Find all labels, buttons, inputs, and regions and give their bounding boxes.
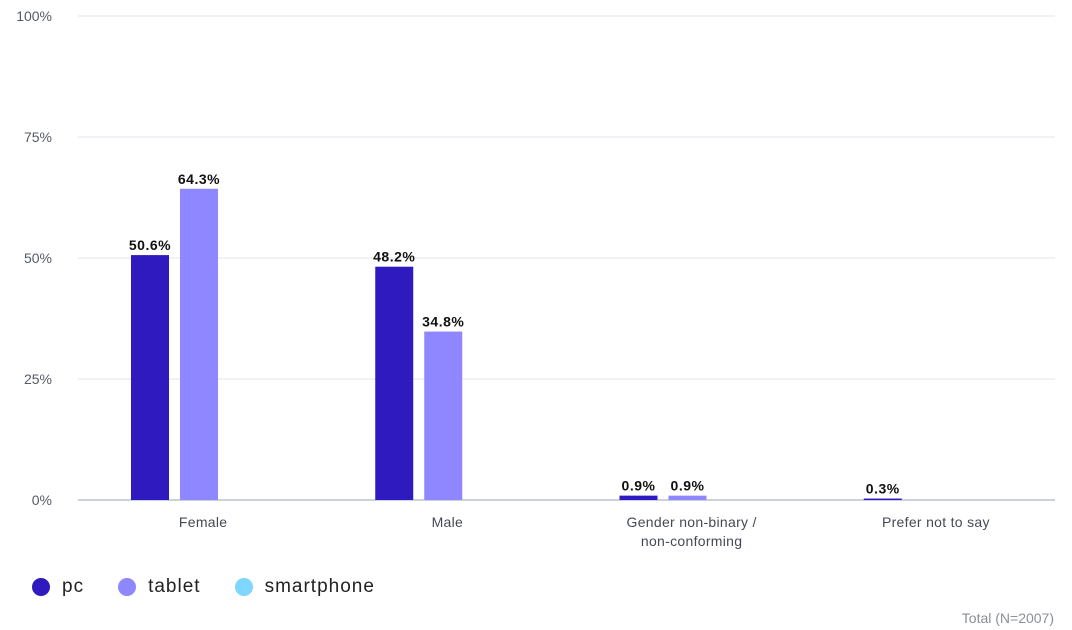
bar-tablet	[668, 495, 707, 500]
bar-pc	[619, 495, 658, 500]
bar-tablet	[180, 188, 218, 500]
y-tick-label: 50%	[24, 250, 52, 266]
data-label: 64.3%	[178, 171, 220, 187]
legend-swatch-smartphone	[234, 578, 253, 596]
data-label: 0.9%	[622, 478, 656, 494]
y-tick-label: 25%	[24, 371, 52, 387]
x-tick-label: Female	[179, 514, 227, 530]
legend-swatch-tablet	[118, 578, 137, 596]
data-label: 48.2%	[373, 249, 415, 265]
chart-plot: 0% 25% 50% 75% 100% 50.6% 64.3% Female 48.2% 34.8…	[16, 8, 1055, 549]
x-tick-label: non-conforming	[641, 533, 742, 549]
legend-item-tablet[interactable]: tablet	[118, 576, 200, 598]
legend-label-pc: pc	[62, 576, 85, 597]
legend-label-smartphone: smartphone	[264, 576, 375, 597]
x-tick-label: Male	[432, 514, 464, 530]
bar-tablet	[424, 331, 463, 500]
footnote: Total (N=2007)	[961, 610, 1054, 626]
y-tick-label: 0%	[32, 492, 52, 508]
y-tick-label: 75%	[24, 129, 52, 145]
legend-label-tablet: tablet	[148, 576, 201, 597]
data-label: 0.9%	[671, 478, 705, 494]
data-label: 0.3%	[866, 481, 900, 497]
legend-item-smartphone[interactable]: smartphone	[234, 576, 375, 598]
x-tick-label: Gender non-binary /	[627, 514, 757, 530]
legend-item-pc[interactable]: pc	[32, 576, 84, 598]
bar-pc	[375, 266, 414, 500]
legend-swatch-pc	[32, 578, 50, 596]
bar-pc	[863, 498, 902, 500]
bar-pc	[131, 255, 169, 500]
legend: pc tablet smartphone	[32, 576, 409, 598]
data-label: 34.8%	[422, 314, 464, 330]
x-tick-label: Prefer not to say	[882, 514, 990, 530]
data-label: 50.6%	[129, 237, 171, 253]
y-tick-label: 100%	[16, 8, 52, 24]
